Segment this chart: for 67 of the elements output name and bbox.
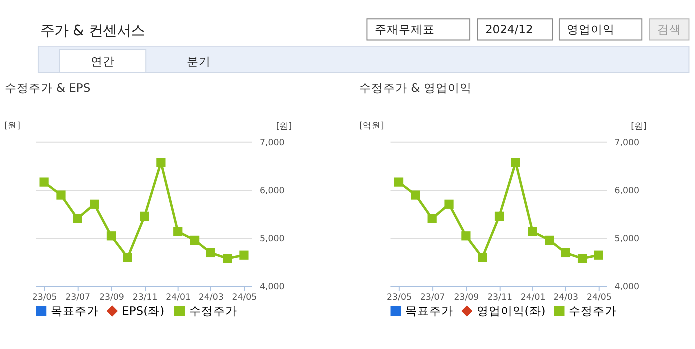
x-tick-label: 24/03 xyxy=(554,293,579,304)
legend-label: 목표주가 xyxy=(50,304,99,318)
point xyxy=(223,254,232,264)
point xyxy=(190,236,200,246)
x-tick-label: 24/01 xyxy=(520,293,546,304)
y2-tick-label: 6,000 xyxy=(614,186,640,196)
legend-label: EPS(좌) xyxy=(122,304,165,318)
text: 연간 xyxy=(90,54,115,68)
point xyxy=(561,248,570,258)
legend-label: 수정주가 xyxy=(189,304,238,318)
x-tick-label: 23/05 xyxy=(32,293,58,304)
chart-title: 수정주가 & EPS xyxy=(4,80,91,95)
y2-tick-label: 5,000 xyxy=(260,234,285,244)
x-tick-label: 23/09 xyxy=(454,293,480,304)
text: 검색 xyxy=(658,22,682,37)
text: 분기 xyxy=(186,54,211,68)
y2-tick-label: 7,000 xyxy=(614,138,640,148)
x-tick-label: 23/11 xyxy=(488,293,512,304)
x-tick-label: 23/11 xyxy=(132,293,158,304)
y2-axis-title: [원] xyxy=(276,122,292,132)
chart-title: 수정주가 & 영업이익 xyxy=(360,80,472,95)
point xyxy=(478,253,488,262)
point xyxy=(545,236,554,246)
x-tick-label: 23/07 xyxy=(420,293,446,304)
text: 영업이익 xyxy=(567,22,616,37)
x-tick-label: 24/03 xyxy=(198,293,224,304)
point xyxy=(411,190,421,200)
point xyxy=(123,253,132,262)
legend-label: 수정주가 xyxy=(569,304,618,318)
point xyxy=(140,212,150,221)
point xyxy=(40,178,49,187)
point xyxy=(206,248,216,258)
text: 주가 & 컨센서스 xyxy=(40,23,145,40)
y-axis-title: [억원] xyxy=(360,121,384,132)
y2-tick-label: 4,000 xyxy=(260,282,285,292)
point xyxy=(511,158,520,168)
point xyxy=(174,227,183,236)
text: 2024/12 xyxy=(485,22,534,37)
point xyxy=(444,200,454,209)
point xyxy=(494,212,504,221)
x-tick-label: 24/05 xyxy=(586,293,612,304)
point xyxy=(106,232,116,241)
legend-label: 영업이익(좌) xyxy=(476,304,546,318)
point xyxy=(428,214,437,224)
y2-tick-label: 5,000 xyxy=(614,234,640,244)
point xyxy=(90,200,100,209)
x-tick-label: 24/01 xyxy=(166,293,192,304)
point xyxy=(528,227,538,236)
y2-tick-label: 6,000 xyxy=(260,186,285,196)
point xyxy=(594,250,604,260)
point xyxy=(578,254,588,264)
point xyxy=(73,214,82,224)
y2-tick-label: 4,000 xyxy=(614,282,640,292)
point xyxy=(240,250,249,260)
point xyxy=(156,158,166,168)
x-tick-label: 23/07 xyxy=(66,293,91,304)
x-tick-label: 24/05 xyxy=(232,293,258,304)
legend-label: 목표주가 xyxy=(406,304,454,318)
point xyxy=(394,178,404,187)
y2-tick-label: 7,000 xyxy=(260,138,285,148)
y2-axis-title: [원] xyxy=(631,122,647,132)
point xyxy=(462,232,471,241)
x-tick-label: 23/09 xyxy=(100,293,124,304)
text: 주재무제표 xyxy=(374,22,435,37)
y-axis-title: [원] xyxy=(4,121,21,132)
x-tick-label: 23/05 xyxy=(387,293,412,304)
point xyxy=(56,190,66,200)
